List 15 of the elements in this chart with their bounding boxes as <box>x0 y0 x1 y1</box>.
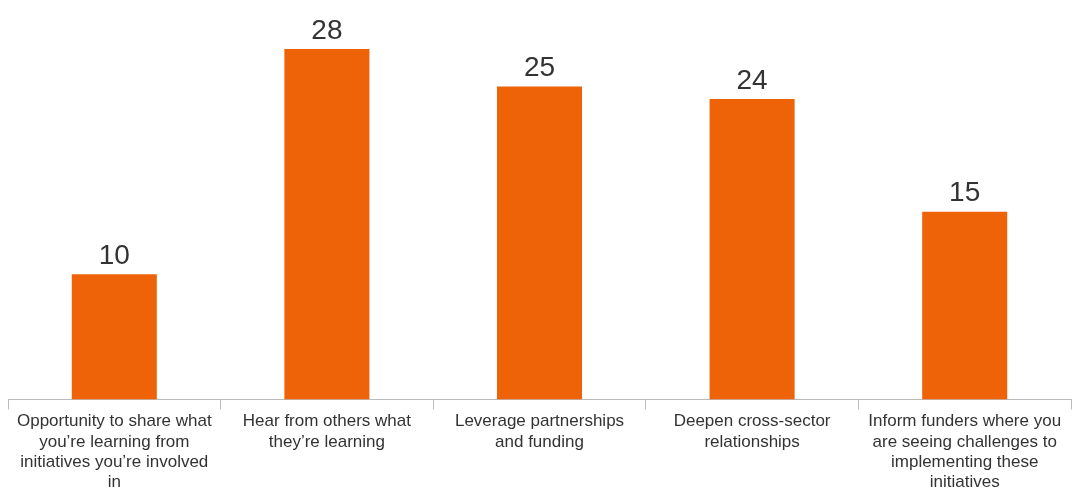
x-tick-label: Hear from others what they’re learning <box>242 411 412 451</box>
bar <box>71 274 157 400</box>
x-tick-label: Opportunity to share what you’re learning from initiatives you’re involved in <box>16 411 212 492</box>
bar <box>284 49 370 400</box>
data-label: 24 <box>736 63 768 95</box>
bar <box>496 86 583 400</box>
data-label: 25 <box>523 51 556 83</box>
x-tick-label: Inform funders where you are seeing challenges to implementing these initiatives <box>868 411 1062 492</box>
bar <box>922 211 1008 400</box>
data-label: 28 <box>311 13 343 45</box>
data-label: 15 <box>949 176 981 208</box>
x-tick-label: Leverage partnerships and funding <box>454 411 625 451</box>
data-label: 10 <box>98 238 130 270</box>
bar <box>709 99 795 400</box>
x-tick-label: Deepen cross-sector relationships <box>673 411 831 451</box>
